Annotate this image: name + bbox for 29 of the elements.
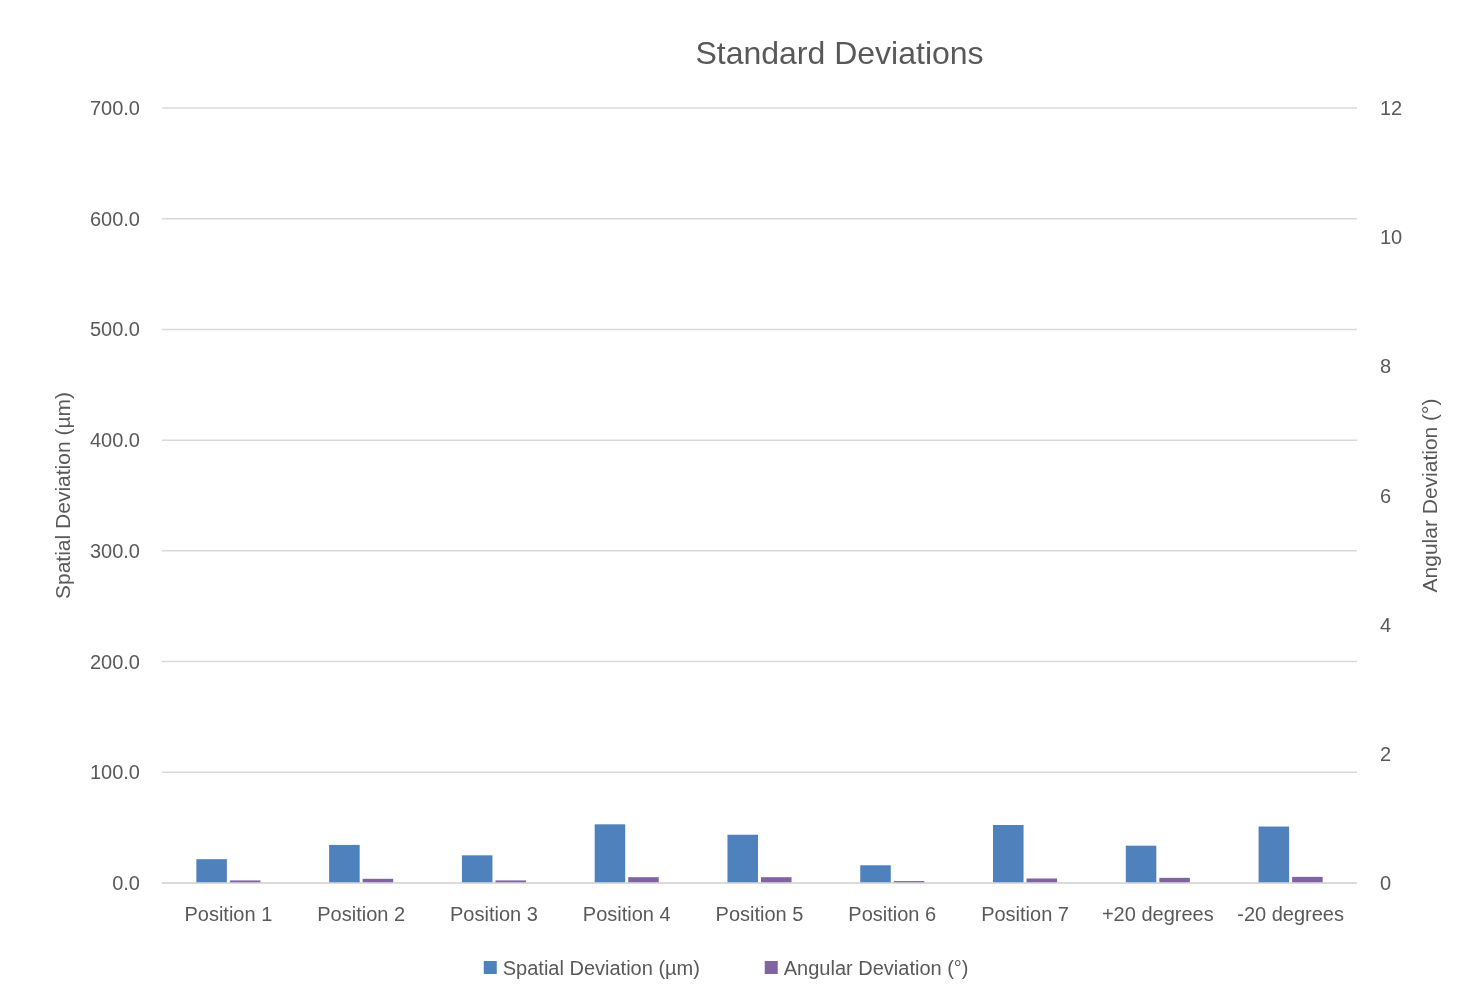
y-tick-label: 700.0	[89, 97, 140, 119]
x-tick-label: +20 degrees	[1101, 903, 1214, 925]
y2-tick-label: 4	[1380, 613, 1392, 636]
y2-tick-label: 12	[1380, 97, 1403, 119]
y-axis-title: Spatial Deviation (µm)	[51, 391, 74, 600]
chart-title: Standard Deviations	[695, 35, 984, 71]
x-tick-label: Position 7	[981, 903, 1069, 925]
y2-tick-label: 8	[1380, 355, 1392, 378]
y-tick-label: 100.0	[89, 761, 140, 784]
x-tick-label: Position 2	[317, 903, 406, 925]
y-tick-label: 500.0	[89, 318, 140, 341]
y-tick-label: 300.0	[89, 539, 140, 562]
y-tick-label: 200.0	[89, 650, 140, 673]
legend-label: Spatial Deviation (µm)	[502, 957, 700, 979]
y2-tick-label: 2	[1380, 742, 1392, 765]
legend-label: Angular Deviation (°)	[783, 957, 969, 979]
x-tick-label: Position 5	[715, 903, 804, 925]
y2-axis-title: Angular Deviation (°)	[1418, 398, 1441, 593]
x-tick-label: Position 1	[184, 903, 273, 925]
y-tick-label: 600.0	[89, 207, 140, 230]
x-tick-label: Position 6	[848, 903, 937, 925]
y-tick-label: 400.0	[89, 429, 140, 452]
x-tick-label: -20 degrees	[1237, 903, 1344, 925]
y2-tick-label: 6	[1380, 484, 1392, 507]
x-tick-label: Position 4	[582, 903, 671, 925]
y-tick-label: 0.0	[112, 872, 140, 894]
x-tick-label: Position 3	[450, 903, 538, 925]
y2-tick-label: 0	[1380, 872, 1392, 894]
y2-tick-label: 10	[1380, 226, 1403, 249]
